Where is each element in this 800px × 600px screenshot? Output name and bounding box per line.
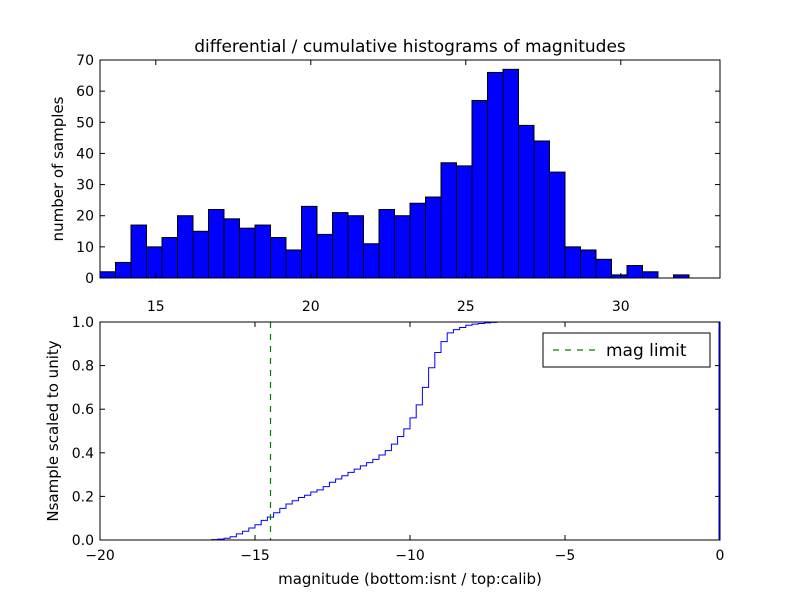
histogram-bar: [239, 227, 256, 279]
y-tick-label: 0.6: [72, 402, 94, 418]
y-tick-label: 0.0: [72, 533, 94, 549]
bottom-y-axis-label: Nsample scaled to unity: [44, 340, 62, 521]
y-tick-label: 0.8: [72, 359, 94, 375]
histogram-bar: [208, 208, 225, 279]
cumulative-step-line: [100, 321, 720, 541]
bottom-x-axis-label: magnitude (bottom:isnt / top:calib): [278, 570, 542, 588]
x-tick-label: −5: [555, 548, 576, 564]
bottom-axis-ticks: 0.0 0.2 0.4 0.6 0.8 1.0 −20 −15 −10 −5 0: [72, 315, 725, 564]
bottom-cumulative-panel: 0.0 0.2 0.4 0.6 0.8 1.0 −20 −15 −10 −5 0 Nsample s…: [44, 315, 724, 588]
histogram-bar: [487, 71, 504, 279]
histogram-bar: [363, 243, 380, 279]
histogram-bar: [626, 265, 643, 279]
legend-label: mag limit: [606, 341, 687, 361]
histogram-bar: [192, 230, 209, 279]
histogram-bar: [595, 258, 612, 279]
histogram-bar: [378, 208, 395, 279]
histogram-bar: [301, 205, 318, 279]
x-tick-label: 30: [612, 299, 630, 315]
x-tick-label: −15: [240, 548, 270, 564]
cumulative-plot-area: [100, 321, 720, 541]
x-tick-label: 0: [716, 548, 725, 564]
histogram-bar: [316, 233, 333, 279]
x-tick-label: 20: [302, 299, 320, 315]
chart-title: differential / cumulative histograms of …: [194, 37, 626, 57]
y-tick-label: 0: [85, 271, 94, 287]
histogram-bar: [580, 249, 597, 279]
y-tick-label: 30: [76, 178, 94, 194]
histogram-bar: [146, 246, 163, 279]
histogram-bar: [456, 165, 473, 279]
y-tick-label: 50: [76, 115, 94, 131]
x-tick-label: −10: [395, 548, 425, 564]
histogram-bar: [332, 212, 349, 279]
histogram-bar: [425, 196, 442, 279]
x-tick-label: 15: [147, 299, 165, 315]
y-tick-label: 10: [76, 240, 94, 256]
histogram-bar: [564, 246, 581, 279]
histogram-bar: [161, 237, 178, 279]
histogram-bar: [130, 224, 147, 279]
top-axis-ticks: 0 10 20 30 40 50 60 70 15 20 25 30: [76, 53, 720, 315]
histogram-bar: [409, 202, 426, 279]
top-y-axis-label: number of samples: [49, 96, 67, 241]
y-tick-label: 40: [76, 146, 94, 162]
histogram-bars: [99, 68, 690, 279]
histogram-bar: [440, 162, 457, 279]
histogram-bar: [115, 261, 132, 279]
y-tick-label: 1.0: [72, 315, 94, 331]
histogram-bar: [285, 249, 302, 279]
histogram-bar: [99, 271, 116, 279]
histogram-bar: [549, 171, 566, 279]
legend: mag limit: [542, 332, 711, 368]
top-histogram-panel: 0 10 20 30 40 50 60 70 15 20 25 30 number of sample…: [49, 53, 721, 315]
y-tick-label: 0.2: [72, 489, 94, 505]
histogram-bar: [223, 218, 240, 279]
x-tick-label: 25: [457, 299, 475, 315]
y-tick-label: 0.4: [72, 446, 94, 462]
histogram-bar: [533, 140, 550, 279]
x-tick-label: −20: [85, 548, 115, 564]
histogram-bar: [347, 215, 364, 279]
histogram-bar: [502, 68, 519, 279]
histogram-bar: [642, 271, 659, 279]
histogram-bar: [254, 224, 271, 279]
histogram-bar: [394, 215, 411, 279]
histogram-bar: [518, 124, 535, 279]
histogram-bar: [270, 237, 287, 279]
y-tick-label: 70: [76, 53, 94, 69]
histogram-bar: [471, 99, 488, 279]
y-tick-label: 60: [76, 84, 94, 100]
y-tick-label: 20: [76, 209, 94, 225]
top-axes-frame: [99, 59, 721, 279]
histogram-bar: [177, 215, 194, 279]
